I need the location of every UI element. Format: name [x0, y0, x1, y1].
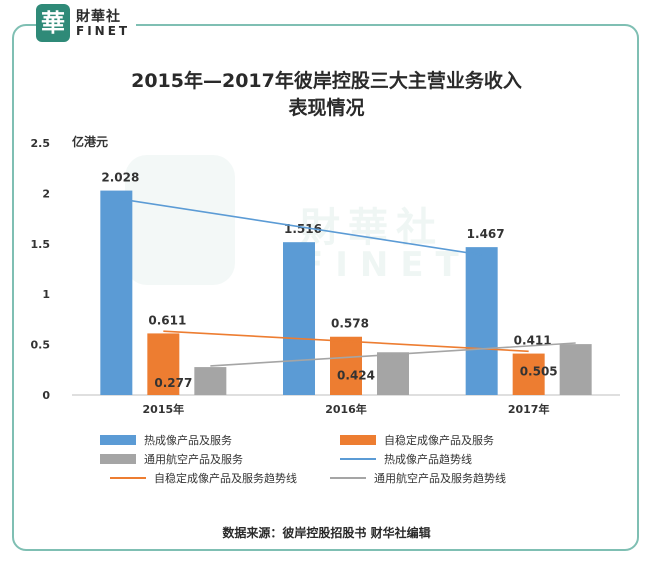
data-label: 0.424 [337, 369, 375, 383]
legend-label: 通用航空产品及服务趋势线 [374, 472, 506, 485]
watermark-badge [125, 155, 235, 285]
legend-line-swatch [340, 458, 376, 460]
data-label: 0.611 [148, 313, 186, 327]
x-tick-label: 2017年 [508, 402, 550, 416]
x-tick-label: 2015年 [143, 402, 185, 416]
bar [559, 344, 592, 395]
y-tick-label: 1.5 [31, 238, 51, 251]
bar [465, 247, 498, 395]
trendline [116, 197, 482, 256]
watermark-text-en: FINET [300, 245, 471, 285]
data-label: 0.277 [154, 376, 192, 390]
legend-label: 自稳定成像产品及服务 [384, 434, 494, 447]
legend-label: 热成像产品及服务 [144, 434, 232, 447]
watermark-text-cn: 財華社 [300, 205, 444, 251]
y-tick-label: 0.5 [31, 339, 51, 352]
chart-title-line1: 2015年—2017年彼岸控股三大主营业务收入 [131, 70, 522, 92]
legend-label: 通用航空产品及服务 [144, 453, 243, 466]
bar [512, 353, 545, 395]
chart-title-line2: 表现情况 [288, 97, 365, 119]
y-tick-label: 0 [42, 389, 50, 402]
data-label: 2.028 [101, 171, 139, 185]
data-label: 0.411 [514, 334, 552, 348]
legend-label: 自稳定成像产品及服务趋势线 [154, 472, 297, 485]
legend-line-swatch [110, 477, 146, 479]
bar [194, 367, 227, 395]
legend-label: 热成像产品趋势线 [384, 453, 472, 466]
data-label: 0.578 [331, 317, 369, 331]
y-axis-unit: 亿港元 [72, 134, 108, 149]
logo-text-cn: 財華社 [76, 9, 121, 25]
data-source-note: 数据来源：彼岸控股招股书 财华社编辑 [222, 526, 431, 540]
y-tick-label: 2 [42, 187, 50, 200]
bar [147, 333, 180, 395]
data-label: 1.467 [467, 227, 505, 241]
y-tick-label: 2.5 [31, 137, 51, 150]
legend-swatch [100, 435, 136, 445]
data-label: 0.505 [520, 365, 558, 379]
legend-swatch [100, 454, 136, 464]
trendline [210, 342, 576, 367]
finet-logo: 華 財華社 FINET [36, 4, 136, 44]
bar [283, 242, 315, 395]
bar [377, 352, 409, 395]
legend-swatch [340, 435, 376, 445]
y-tick-label: 1 [42, 288, 50, 301]
trendline [163, 330, 529, 353]
legend-line-swatch [330, 477, 366, 479]
logo-text-en: FINET [76, 24, 131, 38]
logo-badge-icon: 華 [36, 4, 70, 42]
bar [330, 336, 362, 395]
x-tick-label: 2016年 [325, 402, 367, 416]
bar [100, 190, 133, 395]
